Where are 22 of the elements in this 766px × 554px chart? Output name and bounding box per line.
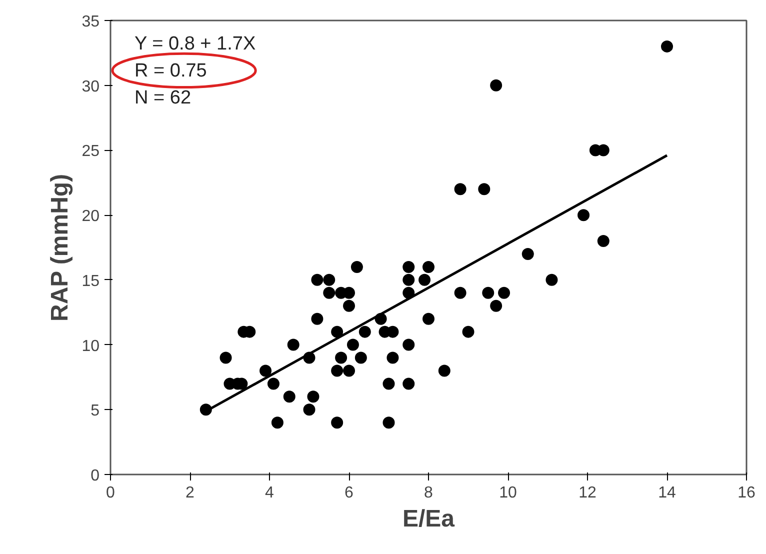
x-tick-label: 10 <box>499 484 517 502</box>
y-tick-label: 10 <box>82 338 100 355</box>
annotation: R = 0.75 <box>134 60 207 82</box>
y-tick-label: 25 <box>82 143 100 160</box>
x-tick-label: 0 <box>106 484 116 502</box>
y-tick-label: 0 <box>90 468 100 484</box>
y-tick-label: 35 <box>82 14 100 30</box>
x-tick-label: 16 <box>738 484 756 502</box>
x-tick-label: 12 <box>578 484 596 502</box>
annotation: Y = 0.8 + 1.7X <box>134 34 256 54</box>
x-tick-label: 8 <box>424 484 434 502</box>
y-tick-label: 20 <box>82 208 100 226</box>
x-axis-title: E/Ea <box>402 506 456 532</box>
y-axis-title: RAP (mmHg) <box>46 174 74 322</box>
x-tick-label: 6 <box>344 484 354 502</box>
y-tick-label: 5 <box>90 402 100 420</box>
y-tick-label: 30 <box>82 78 100 96</box>
annotation: N = 62 <box>134 88 192 108</box>
x-tick-label: 2 <box>186 484 195 502</box>
x-tick-label: 4 <box>265 484 274 502</box>
x-tick-label: 14 <box>658 484 676 502</box>
y-tick-label: 15 <box>82 272 100 290</box>
